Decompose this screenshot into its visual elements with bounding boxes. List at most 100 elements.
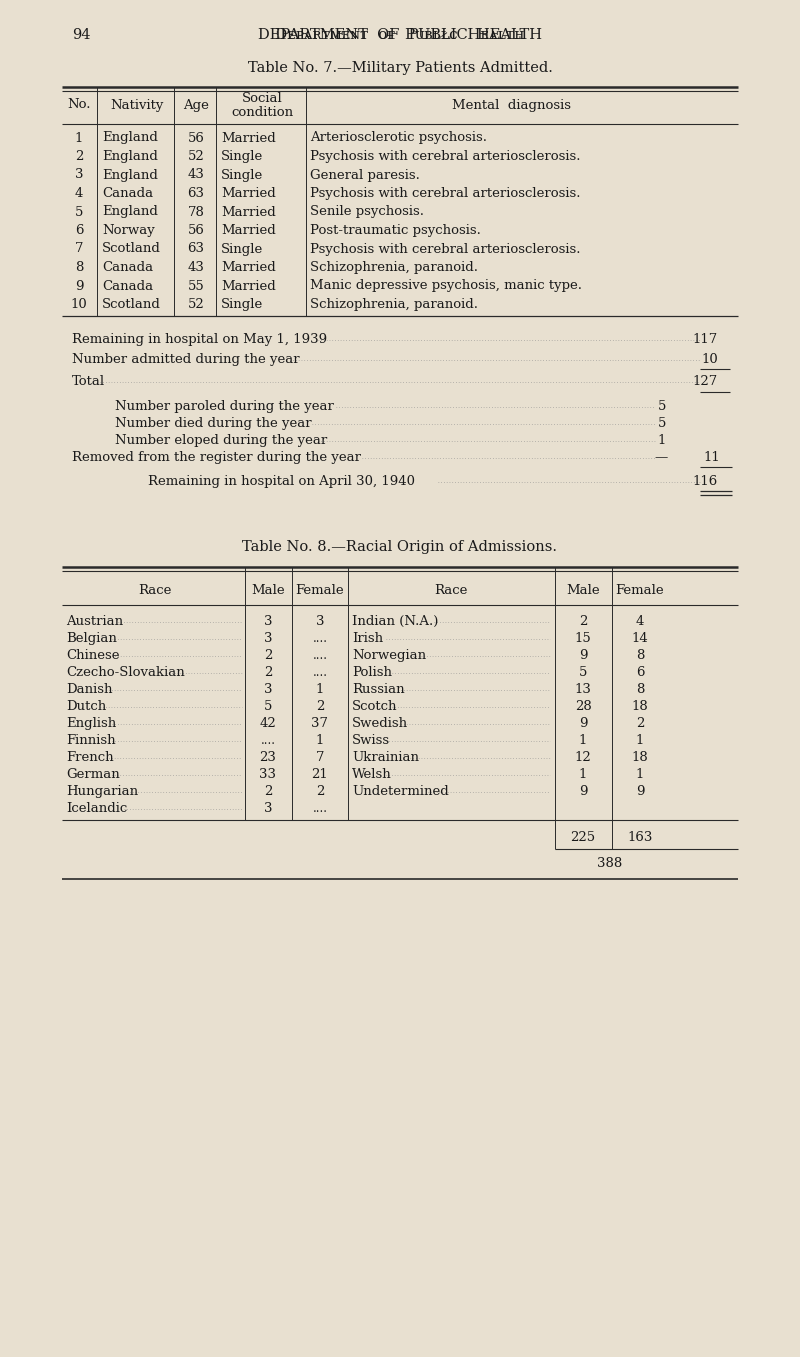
Text: Schizophrenia, paranoid.: Schizophrenia, paranoid. (310, 299, 478, 311)
Text: Undetermined: Undetermined (352, 784, 449, 798)
Text: 7: 7 (74, 243, 83, 255)
Text: 116: 116 (693, 475, 718, 489)
Text: Norway: Norway (102, 224, 154, 237)
Text: Married: Married (221, 187, 276, 199)
Text: 2: 2 (75, 151, 83, 163)
Text: Austrian: Austrian (66, 615, 123, 628)
Text: Psychosis with cerebral arteriosclerosis.: Psychosis with cerebral arteriosclerosis… (310, 243, 581, 255)
Text: 15: 15 (574, 632, 591, 645)
Text: England: England (102, 205, 158, 218)
Text: Post-traumatic psychosis.: Post-traumatic psychosis. (310, 224, 481, 237)
Text: German: German (66, 768, 120, 782)
Text: 21: 21 (312, 768, 328, 782)
Text: 37: 37 (311, 716, 329, 730)
Text: Social: Social (242, 91, 282, 104)
Text: Swiss: Swiss (352, 734, 390, 746)
Text: 8: 8 (75, 261, 83, 274)
Text: 1: 1 (658, 434, 666, 446)
Text: 3: 3 (74, 168, 83, 182)
Text: Table No. 7.—Military Patients Admitted.: Table No. 7.—Military Patients Admitted. (247, 61, 553, 75)
Text: Number eloped during the year: Number eloped during the year (115, 434, 327, 446)
Text: 43: 43 (187, 261, 205, 274)
Text: Polish: Polish (352, 666, 392, 678)
Text: 1: 1 (636, 768, 644, 782)
Text: Manic depressive psychosis, manic type.: Manic depressive psychosis, manic type. (310, 280, 582, 293)
Text: 388: 388 (598, 858, 622, 870)
Text: Male: Male (566, 584, 600, 597)
Text: Irish: Irish (352, 632, 383, 645)
Text: Mental  diagnosis: Mental diagnosis (453, 99, 571, 111)
Text: Female: Female (296, 584, 344, 597)
Text: Finnish: Finnish (66, 734, 116, 746)
Text: 43: 43 (187, 168, 205, 182)
Text: 127: 127 (693, 375, 718, 388)
Text: 117: 117 (693, 332, 718, 346)
Text: DEPARTMENT  OF  PUBLIC  HEALTH: DEPARTMENT OF PUBLIC HEALTH (258, 28, 542, 42)
Text: Scotland: Scotland (102, 243, 161, 255)
Text: 10: 10 (70, 299, 87, 311)
Text: Icelandic: Icelandic (66, 802, 127, 816)
Text: 12: 12 (574, 750, 591, 764)
Text: 10: 10 (702, 353, 718, 366)
Text: 4: 4 (75, 187, 83, 199)
Text: ....: .... (313, 802, 327, 816)
Text: Psychosis with cerebral arteriosclerosis.: Psychosis with cerebral arteriosclerosis… (310, 151, 581, 163)
Text: Single: Single (221, 151, 263, 163)
Text: 6: 6 (74, 224, 83, 237)
Text: Married: Married (221, 205, 276, 218)
Text: England: England (102, 168, 158, 182)
Text: Remaining in hospital on May 1, 1939: Remaining in hospital on May 1, 1939 (72, 332, 327, 346)
Text: 63: 63 (187, 187, 205, 199)
Text: English: English (66, 716, 116, 730)
Text: Nativity: Nativity (110, 99, 164, 111)
Text: ....: .... (313, 649, 327, 662)
Text: 3: 3 (316, 615, 324, 628)
Text: Psychosis with cerebral arteriosclerosis.: Psychosis with cerebral arteriosclerosis… (310, 187, 581, 199)
Text: Scotland: Scotland (102, 299, 161, 311)
Text: 9: 9 (578, 716, 587, 730)
Text: Scotch: Scotch (352, 700, 398, 712)
Text: Russian: Russian (352, 683, 405, 696)
Text: Single: Single (221, 243, 263, 255)
Text: 4: 4 (636, 615, 644, 628)
Text: Age: Age (183, 99, 209, 111)
Text: Race: Race (434, 584, 468, 597)
Text: 225: 225 (570, 830, 595, 844)
Text: 2: 2 (264, 784, 272, 798)
Text: 14: 14 (632, 632, 648, 645)
Text: 3: 3 (264, 632, 272, 645)
Text: Married: Married (221, 224, 276, 237)
Text: 9: 9 (636, 784, 644, 798)
Text: Canada: Canada (102, 187, 153, 199)
Text: Belgian: Belgian (66, 632, 117, 645)
Text: Hungarian: Hungarian (66, 784, 138, 798)
Text: Dutch: Dutch (66, 700, 106, 712)
Text: 3: 3 (264, 615, 272, 628)
Text: 6: 6 (636, 666, 644, 678)
Text: 7: 7 (316, 750, 324, 764)
Text: 78: 78 (187, 205, 205, 218)
Text: Race: Race (138, 584, 172, 597)
Text: 3: 3 (264, 802, 272, 816)
Text: 1: 1 (316, 734, 324, 746)
Text: Married: Married (221, 280, 276, 293)
Text: Number admitted during the year: Number admitted during the year (72, 353, 300, 366)
Text: Total: Total (72, 375, 105, 388)
Text: 56: 56 (187, 224, 205, 237)
Text: Dᴇᴘᴀʀᴛᴍᴇɴᴛ  ᴏғ  Pᴜʙʟᴌс  Hᴇᴀʟᴛʜ: Dᴇᴘᴀʀᴛᴍᴇɴᴛ ᴏғ Pᴜʙʟᴌс Hᴇᴀʟᴛʜ (275, 28, 525, 42)
Text: Single: Single (221, 299, 263, 311)
Text: Czecho-Slovakian: Czecho-Slovakian (66, 666, 185, 678)
Text: Canada: Canada (102, 280, 153, 293)
Text: Indian (N.A.): Indian (N.A.) (352, 615, 438, 628)
Text: 2: 2 (579, 615, 587, 628)
Text: 2: 2 (636, 716, 644, 730)
Text: 33: 33 (259, 768, 277, 782)
Text: Schizophrenia, paranoid.: Schizophrenia, paranoid. (310, 261, 478, 274)
Text: 1: 1 (579, 768, 587, 782)
Text: Table No. 8.—Racial Origin of Admissions.: Table No. 8.—Racial Origin of Admissions… (242, 540, 558, 554)
Text: 5: 5 (264, 700, 272, 712)
Text: 2: 2 (264, 649, 272, 662)
Text: 5: 5 (658, 417, 666, 430)
Text: 8: 8 (636, 649, 644, 662)
Text: ....: .... (313, 666, 327, 678)
